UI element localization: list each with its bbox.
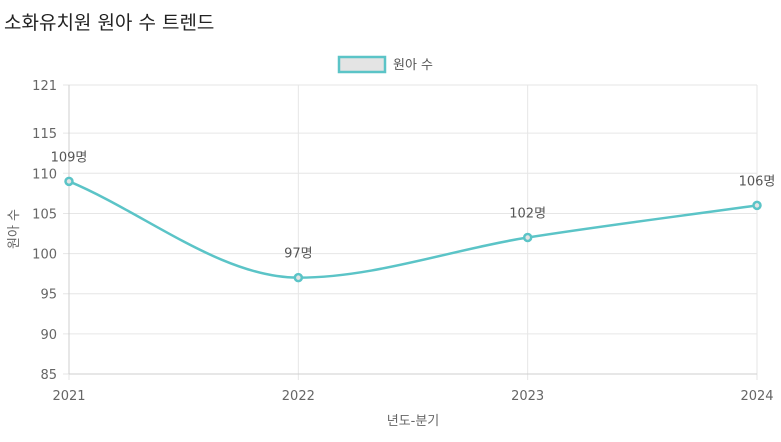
y-axis-title: 원아 수 xyxy=(7,209,22,249)
data-label: 97명 xyxy=(284,247,313,262)
x-tick-label: 2022 xyxy=(282,389,315,404)
x-axis-title: 년도-분기 xyxy=(387,414,440,429)
y-tick-label: 110 xyxy=(32,167,57,182)
legend[interactable]: 원아 수 xyxy=(337,55,433,74)
y-tick-label: 121 xyxy=(32,79,57,94)
y-tick-label: 115 xyxy=(32,127,57,142)
y-tick-label: 85 xyxy=(40,368,57,383)
data-point xyxy=(522,232,533,243)
data-point xyxy=(752,200,762,211)
series-line xyxy=(68,180,758,279)
data-points xyxy=(64,176,762,283)
y-tick-label: 95 xyxy=(40,288,57,303)
data-label: 109명 xyxy=(51,150,88,165)
data-labels: 109명 97명 102명 106명 xyxy=(51,150,776,261)
y-tick-labels: 85 90 95 100 105 110 115 121 xyxy=(32,79,57,383)
axes xyxy=(68,85,757,375)
x-tick-label: 2023 xyxy=(511,389,544,404)
x-tick-label: 2024 xyxy=(740,389,773,404)
data-point xyxy=(64,176,74,187)
data-label: 106명 xyxy=(739,174,776,189)
legend-swatch[interactable] xyxy=(337,55,387,74)
legend-label[interactable]: 원아 수 xyxy=(393,58,433,73)
data-point xyxy=(293,272,304,283)
y-tick-label: 105 xyxy=(32,207,57,222)
series-path xyxy=(68,180,758,279)
x-tick-labels: 2021 2022 2023 2024 xyxy=(52,389,773,404)
chart-title: 소화유치원 원아 수 트렌드 xyxy=(4,12,215,34)
x-tick-label: 2021 xyxy=(52,389,85,404)
y-tick-label: 90 xyxy=(40,328,57,343)
y-tick-label: 100 xyxy=(32,248,57,263)
data-label: 102명 xyxy=(509,207,546,222)
